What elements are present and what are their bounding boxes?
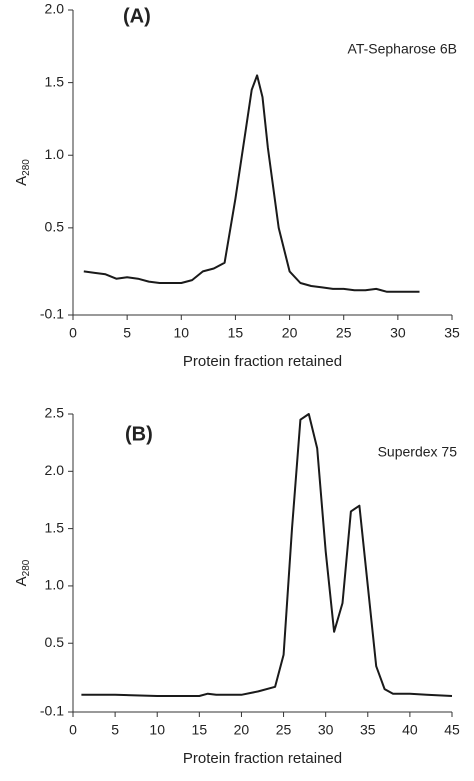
x-tick-label: 25 xyxy=(336,325,352,341)
x-tick-label: 5 xyxy=(123,325,131,341)
x-tick-label: 5 xyxy=(111,722,119,738)
data-line xyxy=(83,74,420,293)
panel-label: (A) xyxy=(123,5,151,27)
y-axis-label-sub: 280 xyxy=(21,159,32,176)
panel-label: (B) xyxy=(125,423,153,445)
y-tick-label: 1.0 xyxy=(45,577,65,593)
y-tick-label: 0.5 xyxy=(45,634,65,650)
x-tick-label: 30 xyxy=(318,722,334,738)
y-tick-label: 0.5 xyxy=(45,219,65,235)
y-axis-label: A280 xyxy=(13,559,32,586)
x-tick-label: 20 xyxy=(234,722,250,738)
x-tick-label: 10 xyxy=(173,325,189,341)
y-tick-label: 2.0 xyxy=(45,1,65,17)
x-tick-label: 0 xyxy=(69,325,77,341)
y-tick-label: 1.0 xyxy=(45,146,65,162)
y-tick-label: 1.5 xyxy=(45,519,65,535)
y-tick-label: 2.0 xyxy=(45,462,65,478)
x-tick-label: 15 xyxy=(228,325,244,341)
y-tick-label: 1.5 xyxy=(45,73,65,89)
x-tick-label: 0 xyxy=(69,722,77,738)
x-tick-label: 30 xyxy=(390,325,406,341)
y-axis-label-sub: 280 xyxy=(21,559,32,576)
y-tick-label: 2.5 xyxy=(45,405,65,421)
data-line xyxy=(81,413,453,697)
annotation: AT-Sepharose 6B xyxy=(348,41,457,57)
y-axis-label: A280 xyxy=(13,159,32,186)
x-axis-label: Protein fraction retained xyxy=(183,750,342,767)
x-tick-label: 40 xyxy=(402,722,418,738)
y-axis-label-main: A xyxy=(13,176,30,186)
x-tick-label: 10 xyxy=(149,722,165,738)
x-tick-label: 35 xyxy=(360,722,376,738)
y-tick-label: -0.1 xyxy=(40,703,64,719)
x-tick-label: 15 xyxy=(192,722,208,738)
x-tick-label: 45 xyxy=(444,722,460,738)
y-tick-label: -0.1 xyxy=(40,306,64,322)
annotation: Superdex 75 xyxy=(378,444,458,460)
x-tick-label: 25 xyxy=(276,722,292,738)
x-tick-label: 20 xyxy=(282,325,298,341)
y-axis-label-main: A xyxy=(13,576,30,586)
x-tick-label: 35 xyxy=(444,325,460,341)
x-axis-label: Protein fraction retained xyxy=(183,353,342,370)
